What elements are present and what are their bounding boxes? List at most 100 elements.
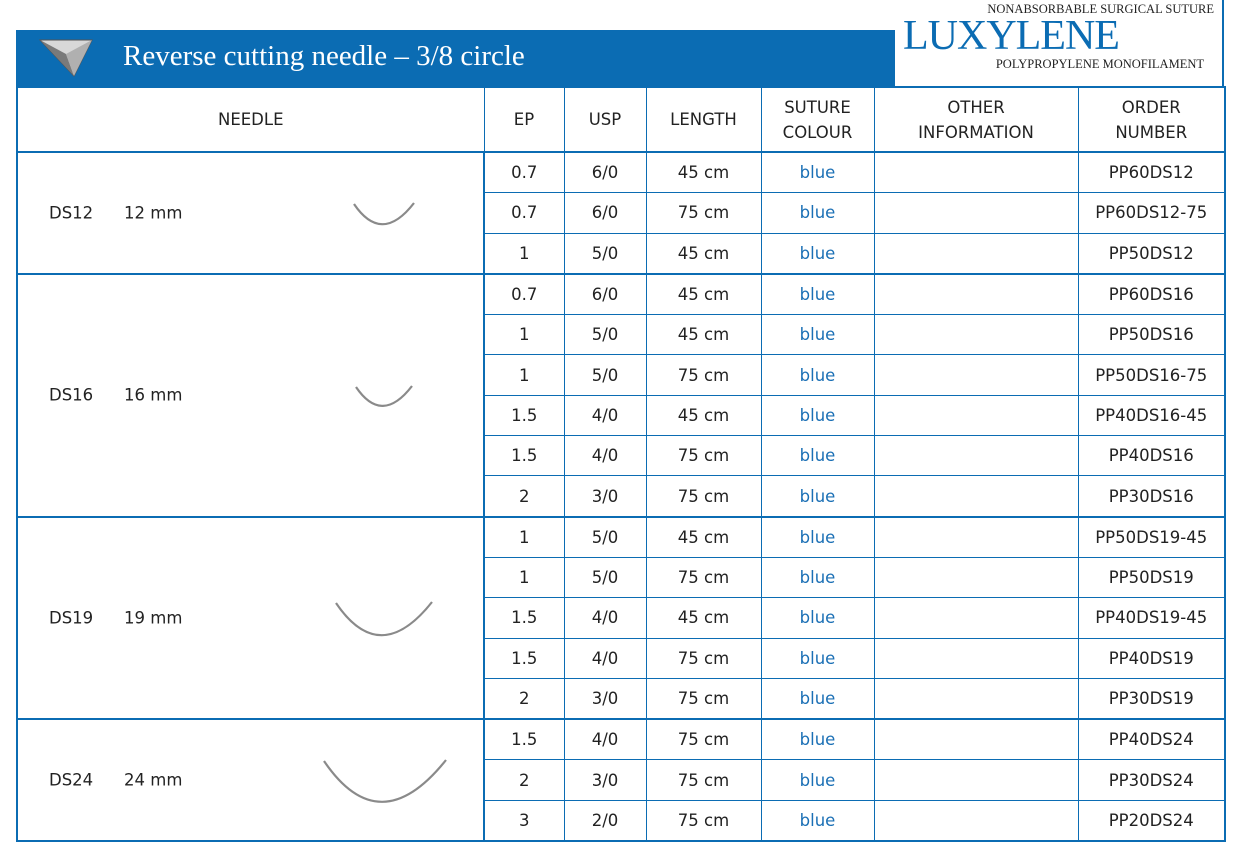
needle-cell: DS12 12 mm [16, 151, 485, 275]
table-row: DS16 16 mm 0.7 6/0 45 cm blue PP60DS16 [16, 272, 1226, 518]
ep: 1 [483, 354, 565, 396]
needle-cell: DS24 24 mm [16, 718, 485, 842]
length: 75 cm [645, 556, 762, 599]
ep: 0.7 [483, 151, 565, 194]
brand-name: LUXYLENE [903, 13, 1120, 59]
ep: 1.5 [483, 637, 565, 679]
header-text: NUMBER [1115, 122, 1188, 142]
length: 75 cm [645, 799, 762, 842]
suture-colour: blue [760, 435, 875, 477]
header-text: LENGTH [670, 110, 737, 129]
column-header: EP [483, 86, 565, 153]
needle-cell: DS16 16 mm [16, 272, 485, 518]
table-row: DS12 12 mm 0.7 6/0 45 cm blue PP60DS12 [16, 151, 1226, 275]
suture-colour: blue [760, 394, 875, 437]
length: 75 cm [645, 718, 762, 761]
title-bar: Reverse cutting needle – 3/8 circle [16, 30, 895, 86]
suture-colour: blue [760, 515, 875, 558]
usp: 4/0 [563, 718, 647, 761]
order-number: PP60DS16 [1077, 272, 1226, 316]
header-text: INFORMATION [918, 122, 1034, 142]
other-information [873, 232, 1079, 275]
order-number: PP50DS19 [1077, 556, 1226, 599]
needle-code: DS16 [49, 385, 94, 405]
order-number: PP60DS12 [1077, 151, 1226, 194]
suture-colour: blue [760, 597, 875, 639]
brand: NONABSORBABLE SURGICAL SUTURE LUXYLENE P… [895, 0, 1224, 86]
header-text: NEEDLE [217, 110, 284, 129]
ep: 1 [483, 232, 565, 275]
ep: 1 [483, 515, 565, 558]
length: 45 cm [645, 597, 762, 639]
usp: 5/0 [563, 354, 647, 396]
order-number: PP40DS24 [1077, 718, 1226, 761]
table-row: DS24 24 mm 1.5 4/0 75 cm blue PP40DS24 [16, 718, 1226, 842]
needle-size: 16 mm [124, 385, 183, 405]
other-information [873, 272, 1079, 316]
ep: 1 [483, 314, 565, 356]
needle-code: DS19 [49, 608, 94, 628]
ep: 2 [483, 759, 565, 801]
usp: 5/0 [563, 232, 647, 275]
other-information [873, 354, 1079, 396]
other-information [873, 314, 1079, 356]
ep: 2 [483, 475, 565, 518]
usp: 3/0 [563, 677, 647, 720]
table-row: 1 5/0 75 cm blue PP50DS16-75 [17, 354, 1226, 396]
length: 75 cm [645, 354, 762, 396]
order-number: PP50DS19-45 [1077, 515, 1226, 558]
other-information [873, 677, 1079, 720]
ep: 1.5 [483, 435, 565, 477]
suture-colour: blue [760, 475, 875, 518]
order-number: PP30DS19 [1077, 677, 1226, 720]
table-row: 1 5/0 75 cm blue PP50DS19 [17, 556, 1226, 599]
suture-colour: blue [760, 637, 875, 679]
length: 75 cm [645, 475, 762, 518]
table-row: 1.5 4/0 75 cm blue PP40DS16 [17, 435, 1226, 477]
usp: 4/0 [563, 435, 647, 477]
table-row: 1.5 4/0 75 cm blue PP40DS19 [17, 637, 1226, 679]
needle-code: DS24 [49, 770, 94, 790]
column-header: SUTURE COLOUR [760, 86, 875, 153]
column-header: OTHER INFORMATION [873, 86, 1079, 153]
table-row: 1 5/0 45 cm blue PP50DS16 [17, 314, 1226, 356]
order-number: PP50DS16 [1077, 314, 1226, 356]
header-text: ORDER [1121, 97, 1181, 117]
column-header: NEEDLE [16, 86, 485, 153]
ep: 0.7 [483, 192, 565, 234]
table-row: 2 3/0 75 cm blue PP30DS24 [17, 759, 1226, 801]
ep: 1.5 [483, 394, 565, 437]
table-row: 2 3/0 75 cm blue PP30DS19 [17, 677, 1226, 720]
order-number: PP20DS24 [1077, 799, 1226, 842]
suture-colour: blue [760, 718, 875, 761]
ep: 2 [483, 677, 565, 720]
length: 45 cm [645, 314, 762, 356]
ep: 1.5 [483, 597, 565, 639]
suture-colour: blue [760, 677, 875, 720]
needle-icon [38, 39, 93, 77]
usp: 5/0 [563, 556, 647, 599]
other-information [873, 637, 1079, 679]
suture-colour: blue [760, 759, 875, 801]
other-information [873, 151, 1079, 194]
suture-colour: blue [760, 272, 875, 316]
length: 75 cm [645, 637, 762, 679]
brand-subtitle: POLYPROPYLENE MONOFILAMENT [995, 57, 1204, 71]
table-row: 1 5/0 45 cm blue PP50DS12 [17, 232, 1226, 275]
other-information [873, 799, 1079, 842]
usp: 4/0 [563, 637, 647, 679]
suture-colour: blue [760, 799, 875, 842]
order-number: PP40DS19-45 [1077, 597, 1226, 639]
other-information [873, 597, 1079, 639]
needle-size: 12 mm [124, 203, 183, 223]
other-information [873, 556, 1079, 599]
other-information [873, 475, 1079, 518]
length: 75 cm [645, 759, 762, 801]
other-information [873, 394, 1079, 437]
suture-colour: blue [760, 192, 875, 234]
order-number: PP60DS12-75 [1077, 192, 1226, 234]
table-row: 0.7 6/0 75 cm blue PP60DS12-75 [17, 192, 1226, 234]
needle-image [353, 202, 415, 226]
other-information [873, 718, 1079, 761]
